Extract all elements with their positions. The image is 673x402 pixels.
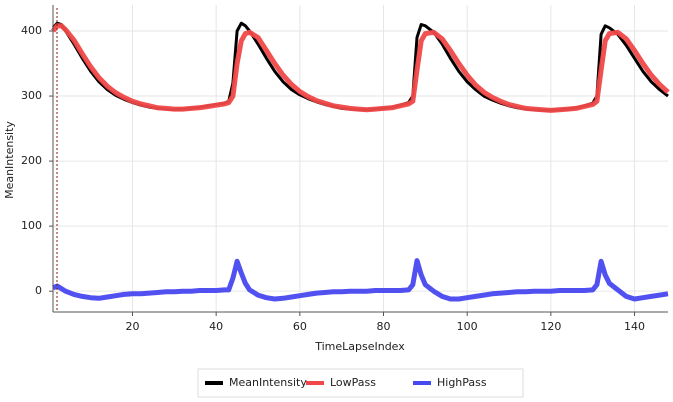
y-tick-label: 300: [21, 89, 42, 102]
plot-area: [51, 21, 670, 302]
legend: MeanIntensity LowPass HighPass: [205, 376, 487, 389]
y-tick-label: 100: [21, 219, 42, 232]
legend-label: LowPass: [330, 376, 376, 389]
x-tick-label: 20: [125, 320, 139, 333]
y-tick-label: 400: [21, 24, 42, 37]
x-tick-label: 100: [457, 320, 478, 333]
x-tick-label: 140: [624, 320, 645, 333]
legend-label: MeanIntensity: [229, 376, 307, 389]
x-axis-label: TimeLapseIndex: [314, 340, 405, 353]
series-line: [51, 23, 670, 113]
x-tick-label: 120: [540, 320, 561, 333]
y-tick-label: 200: [21, 154, 42, 167]
x-tick-label: 40: [209, 320, 223, 333]
legend-box: [197, 368, 524, 398]
y-tick-label: 0: [35, 284, 42, 297]
legend-label: HighPass: [437, 376, 487, 389]
series-line: [51, 258, 669, 302]
y-axis-label: MeanIntensity: [3, 121, 16, 199]
x-tick-label: 80: [377, 320, 391, 333]
x-tick-label: 60: [293, 320, 307, 333]
